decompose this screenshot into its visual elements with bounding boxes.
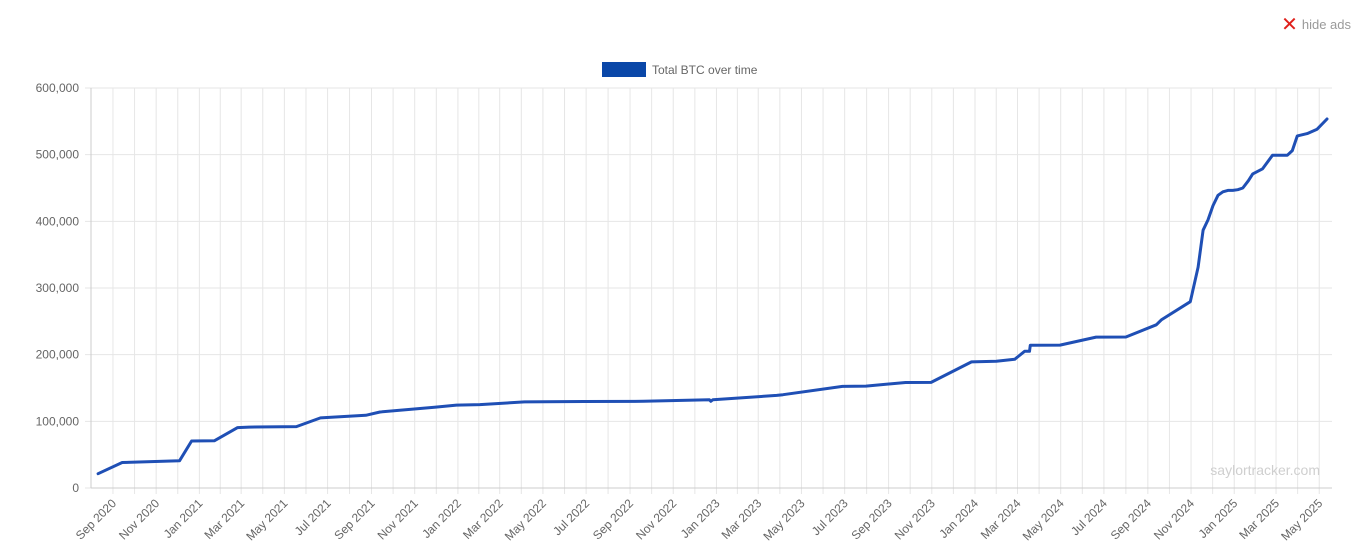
x-tick-label: Sep 2021 xyxy=(331,496,377,542)
x-tick-label: Mar 2022 xyxy=(460,496,506,542)
close-icon: ✕ xyxy=(1281,12,1298,36)
y-tick-label: 0 xyxy=(72,481,79,495)
x-tick-label: Nov 2024 xyxy=(1151,496,1197,542)
x-tick-label: Sep 2024 xyxy=(1108,496,1154,542)
x-tick-label: Mar 2021 xyxy=(202,496,248,542)
x-tick-label: Jul 2023 xyxy=(809,496,851,538)
x-tick-label: May 2025 xyxy=(1278,496,1325,543)
x-tick-label: Sep 2023 xyxy=(848,496,894,542)
chart-grid xyxy=(85,87,1332,494)
y-axis-tick-labels: 0 100,000 200,000 300,000 400,000 500,000 600,… xyxy=(36,81,80,495)
x-tick-label: Jan 2022 xyxy=(419,496,464,541)
chart-axes xyxy=(90,88,1332,489)
y-tick-label: 600,000 xyxy=(36,81,80,95)
y-tick-label: 300,000 xyxy=(36,281,80,295)
x-tick-label: Jan 2021 xyxy=(161,496,206,541)
x-tick-label: Mar 2025 xyxy=(1236,496,1282,542)
hide-ads-label: hide ads xyxy=(1301,16,1351,32)
chart-series xyxy=(96,117,1329,476)
x-tick-label: Jan 2024 xyxy=(936,496,981,541)
x-tick-label: Jan 2023 xyxy=(678,496,723,541)
x-tick-label: Jan 2025 xyxy=(1196,496,1241,541)
y-tick-label: 100,000 xyxy=(36,414,80,428)
x-tick-label: May 2023 xyxy=(760,496,807,543)
legend-label: Total BTC over time xyxy=(652,63,758,77)
legend-color-swatch xyxy=(602,62,646,77)
x-tick-label: May 2022 xyxy=(502,496,549,543)
series-line-total-btc xyxy=(96,117,1329,476)
x-tick-label: May 2024 xyxy=(1020,496,1067,543)
x-tick-label: Nov 2020 xyxy=(116,496,162,542)
x-tick-label: Nov 2022 xyxy=(633,496,679,542)
x-tick-label: Sep 2022 xyxy=(590,496,636,542)
y-tick-label: 500,000 xyxy=(36,148,80,162)
y-tick-label: 200,000 xyxy=(36,348,80,362)
x-tick-label: Jul 2022 xyxy=(550,496,592,538)
chart-legend[interactable]: Total BTC over time xyxy=(602,62,758,77)
x-tick-label: Sep 2020 xyxy=(73,496,119,542)
x-tick-label: May 2021 xyxy=(243,496,290,543)
watermark-text: saylortracker.com xyxy=(1210,462,1320,478)
y-tick-label: 400,000 xyxy=(36,214,80,228)
x-tick-label: Nov 2023 xyxy=(892,496,938,542)
x-tick-label: Nov 2021 xyxy=(375,496,421,542)
x-tick-label: Jul 2021 xyxy=(292,496,334,538)
hide-ads-button[interactable]: ✕ hide ads xyxy=(1281,14,1351,34)
x-tick-label: Mar 2024 xyxy=(978,496,1024,542)
x-tick-label: Mar 2023 xyxy=(719,496,765,542)
x-tick-label: Jul 2024 xyxy=(1068,496,1110,538)
